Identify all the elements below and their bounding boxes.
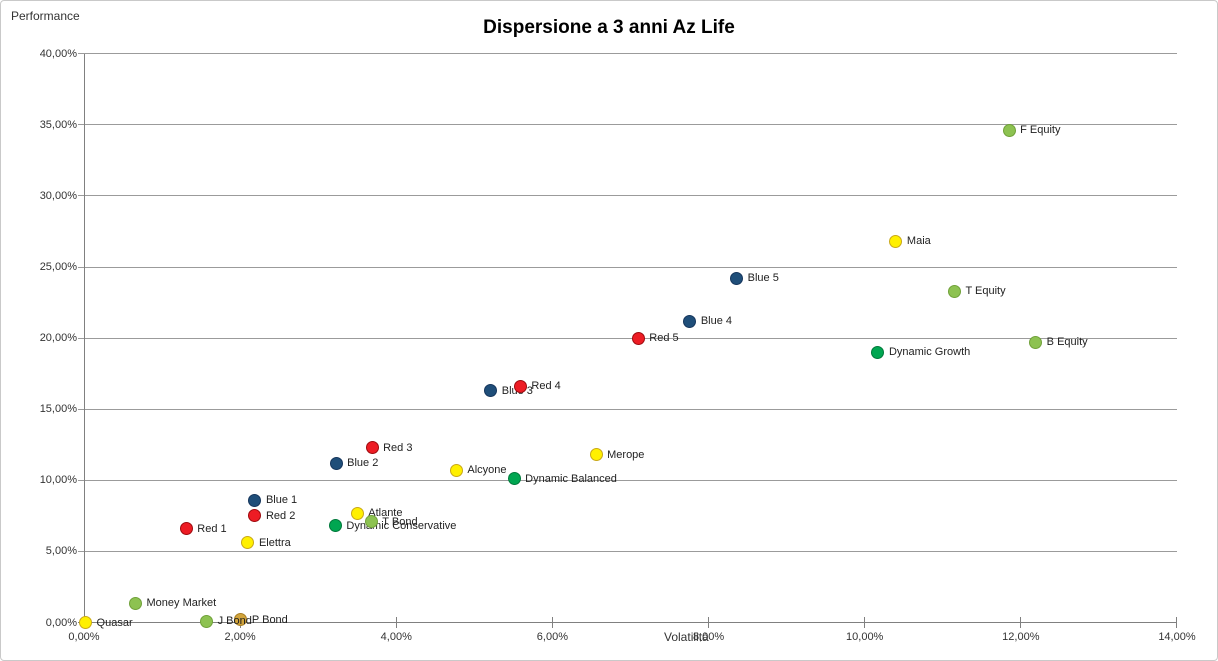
- point-atlante-dot: [350, 506, 364, 520]
- point-maia-label: Maia: [906, 235, 931, 248]
- point-t-equity-label: T Equity: [965, 285, 1006, 298]
- point-dynamic-growth-dot: [871, 345, 885, 359]
- x-tick-mark: [1176, 617, 1178, 628]
- x-tick-label: 12,00%: [1002, 631, 1040, 643]
- point-red-3-label: Red 3: [383, 441, 413, 454]
- y-tick-label: 10,00%: [39, 474, 77, 487]
- point-quasar-label: Quasar: [96, 616, 133, 629]
- x-tick-mark: [708, 617, 710, 628]
- point-dynamic-conservative-dot: [328, 519, 342, 533]
- point-blue-2-label: Blue 2: [347, 457, 379, 470]
- point-blue-1-label: Blue 1: [265, 494, 298, 507]
- point-elettra-label: Elettra: [258, 536, 291, 549]
- point-atlante-label: Atlante: [368, 507, 403, 519]
- point-red-4-label: Red 4: [531, 380, 561, 393]
- point-dynamic-balanced-dot: [507, 472, 521, 486]
- gridline-40,00%: [78, 53, 1177, 55]
- x-tick-mark: [1020, 617, 1022, 628]
- x-tick-label: 2,00%: [224, 631, 256, 643]
- point-dynamic-balanced-label: Dynamic Balanced: [525, 472, 617, 485]
- y-tick-label: 0,00%: [45, 616, 77, 629]
- point-quasar-dot: [79, 616, 93, 629]
- point-p-bond-label: P Bond: [251, 613, 288, 626]
- point-merope-label: Merope: [607, 448, 645, 461]
- point-alcyone-label: Alcyone: [467, 464, 507, 477]
- point-maia-dot: [889, 234, 903, 248]
- point-j-bond-dot: [200, 614, 214, 628]
- point-red-5-dot: [631, 331, 645, 345]
- y-tick-label: 30,00%: [39, 189, 77, 202]
- point-red-3-dot: [365, 441, 379, 455]
- point-elettra-dot: [241, 536, 255, 550]
- point-t-bond-dot: [364, 515, 378, 529]
- point-blue-1-dot: [248, 493, 262, 507]
- x-tick-mark: [864, 617, 866, 628]
- point-blue-2-dot: [329, 456, 343, 470]
- point-money-market-label: Money Market: [146, 597, 217, 610]
- gridline-35,00%: [78, 124, 1177, 126]
- point-b-equity-label: B Equity: [1046, 336, 1088, 349]
- point-red-1-label: Red 1: [197, 522, 227, 535]
- point-red-1-dot: [179, 522, 193, 536]
- gridline-5,00%: [78, 550, 1177, 552]
- y-tick-label: 25,00%: [39, 261, 77, 273]
- gridline-25,00%: [78, 266, 1177, 268]
- x-axis-title: Volatilità: [664, 630, 709, 644]
- chart-title: Dispersione a 3 anni Az Life: [483, 17, 735, 38]
- y-tick-label: 40,00%: [39, 47, 77, 60]
- x-tick-label: 0,00%: [68, 631, 100, 643]
- point-p-bond-dot: [234, 613, 248, 627]
- point-red-2-dot: [248, 509, 262, 523]
- point-merope-dot: [589, 448, 603, 462]
- point-alcyone-dot: [449, 463, 463, 477]
- y-axis-line: [83, 53, 85, 623]
- point-blue-5-label: Blue 5: [747, 272, 779, 285]
- point-f-equity-label: F Equity: [1020, 124, 1061, 137]
- x-tick-label: 4,00%: [380, 631, 412, 643]
- point-dynamic-growth-label: Dynamic Growth: [888, 346, 971, 359]
- point-b-equity-dot: [1029, 335, 1043, 349]
- point-j-bond-label: J Bond: [217, 615, 252, 628]
- point-f-equity-dot: [1002, 123, 1016, 137]
- point-red-4-dot: [513, 379, 527, 393]
- y-tick-label: 5,00%: [45, 545, 77, 558]
- y-tick-label: 20,00%: [39, 332, 77, 345]
- y-tick-label: 15,00%: [39, 403, 77, 416]
- y-tick-label: 35,00%: [39, 118, 77, 131]
- x-tick-label: 6,00%: [536, 631, 568, 643]
- point-t-bond-label: T Bond: [382, 515, 418, 528]
- x-tick-label: 10,00%: [846, 631, 884, 643]
- x-tick-label: 14,00%: [1158, 631, 1196, 643]
- gridline-0,00%: [78, 622, 1177, 623]
- point-blue-4-dot: [683, 314, 697, 328]
- point-t-equity-dot: [947, 284, 961, 298]
- point-blue-3-dot: [484, 384, 498, 398]
- point-blue-4-label: Blue 4: [700, 315, 733, 328]
- point-red-5-label: Red 5: [649, 332, 679, 345]
- x-tick-label: 8,00%: [692, 631, 725, 643]
- gridline-30,00%: [78, 195, 1177, 197]
- point-red-2-label: Red 2: [265, 509, 296, 522]
- x-tick-mark: [395, 617, 397, 628]
- y-axis-title: Performance: [11, 9, 80, 23]
- x-tick-mark: [551, 617, 553, 628]
- gridline-20,00%: [78, 337, 1177, 339]
- point-blue-5-dot: [730, 271, 744, 285]
- gridline-10,00%: [78, 479, 1177, 481]
- point-money-market-dot: [129, 596, 143, 610]
- gridline-15,00%: [78, 408, 1177, 410]
